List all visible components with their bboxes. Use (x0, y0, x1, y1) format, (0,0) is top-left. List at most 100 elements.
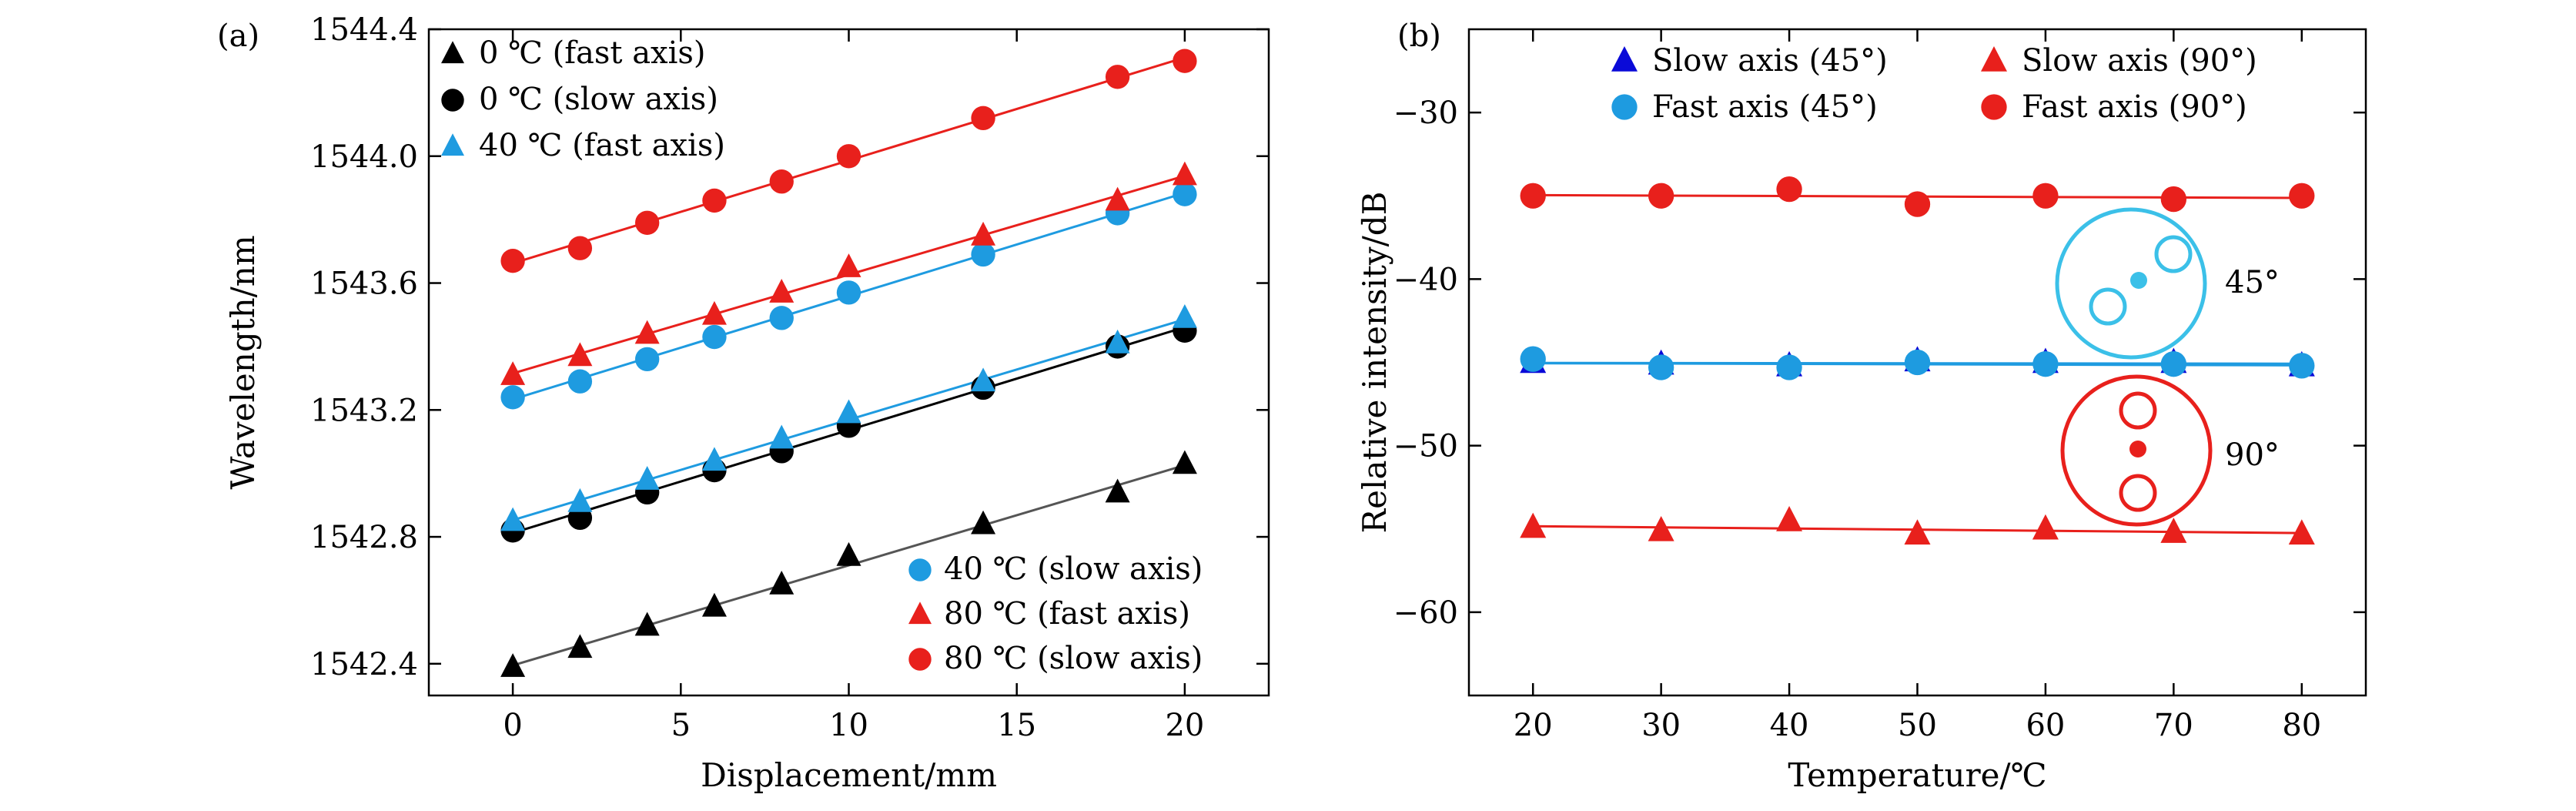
data-point (1172, 450, 1197, 474)
data-point (567, 369, 593, 394)
legend-marker (1981, 46, 2007, 72)
data-point (2288, 519, 2315, 545)
x-tick-label: 80 (2282, 708, 2321, 743)
data-point (500, 653, 526, 677)
data-point (1520, 346, 1546, 372)
y-tick-label: −50 (1393, 429, 1458, 464)
data-point (2032, 351, 2059, 377)
data-point (1520, 183, 1546, 209)
x-axis-label: Temperature/℃ (1788, 756, 2046, 794)
panel-label: (b) (1397, 18, 1441, 54)
inset-90-degree: 90° (2060, 374, 2280, 527)
data-point (836, 253, 861, 277)
fiber-cladding (2055, 207, 2207, 360)
data-point (1172, 303, 1197, 328)
stress-rod (2089, 287, 2127, 326)
legend-label: 0 ℃ (slow axis) (479, 82, 718, 117)
data-point (1648, 515, 1674, 541)
y-tick-label: −40 (1393, 262, 1458, 297)
data-point (701, 447, 727, 471)
data-point (1904, 349, 1931, 376)
data-point (1105, 186, 1130, 211)
data-point (567, 634, 593, 659)
legend-label: Slow axis (45°) (1652, 43, 1888, 79)
x-tick-label: 40 (1770, 708, 1809, 743)
y-axis-label: Wavelength/nm (224, 235, 262, 489)
data-point (2032, 183, 2059, 209)
data-point (500, 507, 526, 531)
legend-label: 40 ℃ (fast axis) (479, 128, 725, 163)
data-point (634, 210, 660, 235)
data-point (634, 612, 660, 636)
data-point (1648, 354, 1674, 380)
y-tick-label: 1542.4 (310, 647, 418, 682)
panel-b-intensity-chart: 20 30 40 50 60 70 80 −60 −50 −40 −30 Temperature/℃ R… (1356, 18, 2367, 794)
legend-marker (1611, 94, 1638, 120)
x-tick-label: 20 (1514, 708, 1553, 743)
legend-label: 80 ℃ (slow axis) (944, 641, 1203, 676)
x-axis-label: Displacement/mm (701, 756, 997, 794)
data-point (2032, 514, 2059, 540)
data-point (500, 249, 525, 273)
legend-marker (1981, 94, 2007, 120)
y-axis-label: Relative intensity/dB (1356, 192, 1393, 534)
x-tick-label: 5 (671, 708, 691, 743)
data-point (701, 300, 727, 325)
data-point (971, 106, 995, 131)
x-tick-label: 50 (1898, 708, 1937, 743)
data-point (500, 361, 526, 385)
legend-marker (441, 89, 464, 112)
data-point (500, 385, 525, 410)
data-point (1173, 49, 1197, 73)
data-point (769, 570, 795, 595)
data-point (634, 320, 660, 344)
data-point (567, 236, 593, 260)
x-tick-label: 30 (1641, 708, 1681, 743)
y-tick-label: 1543.6 (310, 266, 418, 302)
y-tick-label: −30 (1393, 96, 1458, 131)
data-point (1776, 354, 1802, 380)
legend-label: 0 ℃ (fast axis) (479, 35, 706, 71)
stress-rod (2119, 474, 2157, 512)
data-point (836, 541, 861, 566)
data-point (701, 592, 727, 617)
panel-label: (a) (217, 18, 259, 54)
legend-label: Fast axis (45°) (1652, 89, 1878, 125)
data-point (567, 342, 593, 367)
data-point (769, 279, 795, 303)
legend-label: 40 ℃ (slow axis) (944, 551, 1203, 587)
y-tick-label: 1544.0 (310, 139, 418, 175)
inset-label: 90° (2225, 437, 2280, 473)
data-point (1648, 183, 1674, 209)
data-point (1776, 176, 1802, 203)
data-point (971, 510, 996, 535)
data-point (836, 280, 861, 305)
data-point (1172, 161, 1197, 186)
legend-marker (908, 558, 932, 581)
data-point (971, 242, 995, 267)
legend-label: Fast axis (90°) (2022, 89, 2247, 125)
data-point (1776, 505, 1803, 531)
data-point (2289, 353, 2315, 379)
data-point (2160, 518, 2187, 543)
x-tick-label: 60 (2026, 708, 2065, 743)
legend-marker (441, 41, 464, 64)
y-tick-label: 1542.8 (310, 520, 418, 555)
x-tick-label: 70 (2154, 708, 2193, 743)
data-point (1105, 65, 1130, 89)
data-point (567, 488, 593, 512)
x-tick-label: 15 (997, 708, 1036, 743)
fiber-core (2129, 441, 2146, 457)
data-point (702, 324, 727, 350)
data-point (2289, 183, 2315, 209)
fiber-core (2130, 272, 2147, 289)
data-point (1105, 329, 1130, 354)
data-point (769, 424, 795, 449)
data-point (2160, 351, 2187, 377)
legend-marker (908, 648, 932, 671)
data-point (634, 347, 660, 372)
data-point (769, 169, 794, 194)
data-point (1904, 191, 1931, 217)
data-point (2160, 186, 2187, 213)
